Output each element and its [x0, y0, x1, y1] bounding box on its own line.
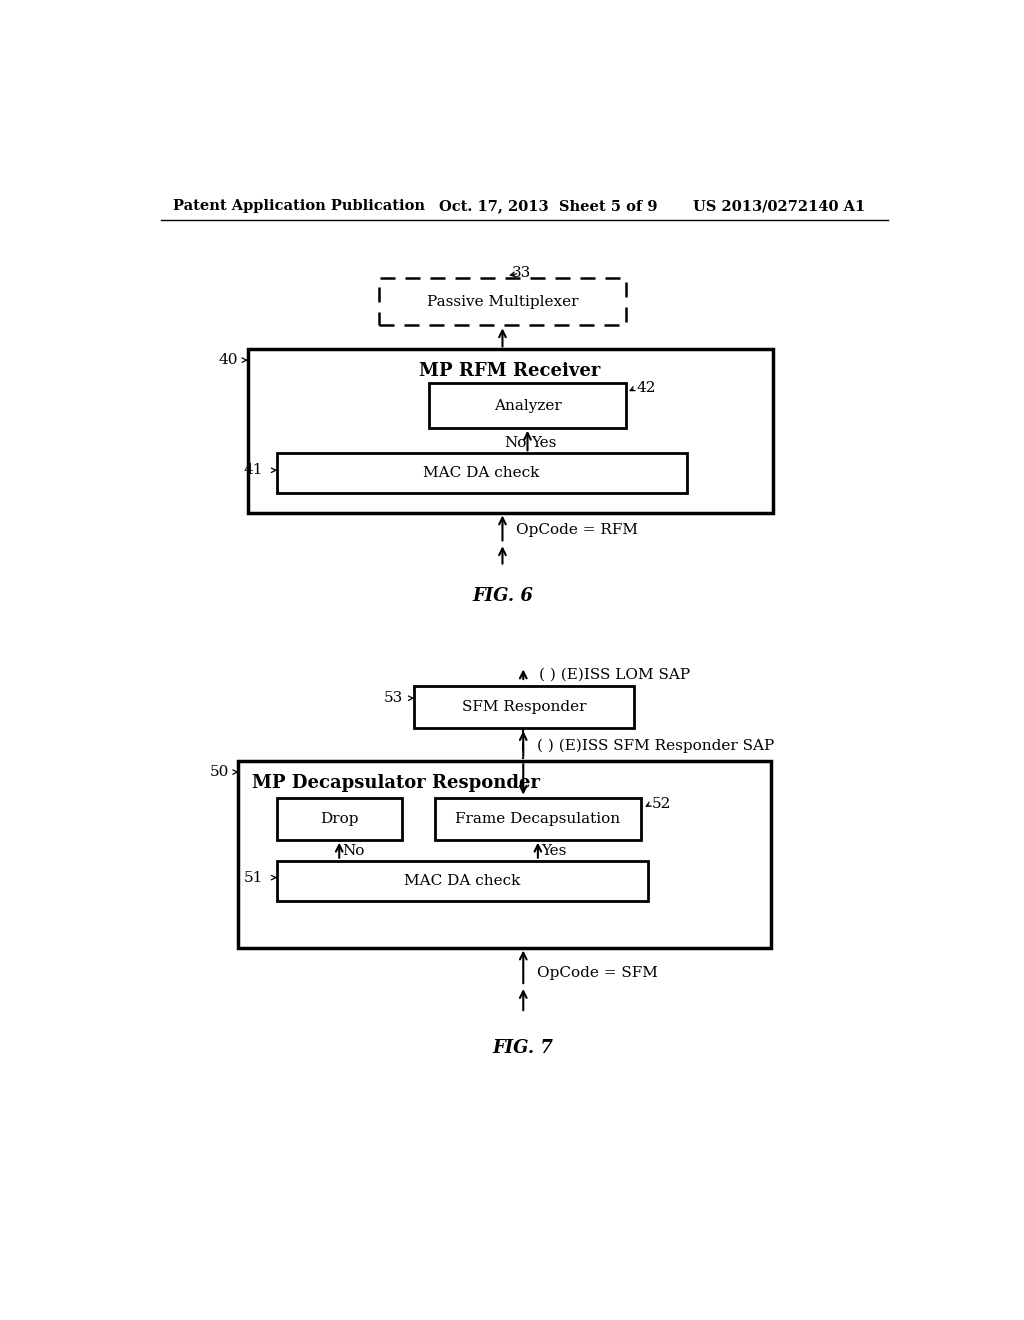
Text: Analyzer: Analyzer	[494, 399, 561, 413]
Text: OpCode = RFM: OpCode = RFM	[516, 523, 638, 537]
Text: 53: 53	[384, 692, 403, 705]
Bar	[414, 686, 634, 729]
Text: Yes: Yes	[541, 843, 566, 858]
Text: 42: 42	[637, 381, 656, 395]
Text: 33: 33	[512, 267, 531, 280]
Text: FIG. 6: FIG. 6	[472, 587, 532, 605]
Text: FIG. 7: FIG. 7	[493, 1039, 554, 1057]
Bar	[248, 350, 773, 512]
Text: 40: 40	[219, 354, 239, 367]
Bar	[379, 277, 627, 326]
Bar	[239, 762, 771, 948]
Text: MAC DA check: MAC DA check	[424, 466, 540, 480]
Text: No: No	[504, 436, 526, 450]
Bar	[435, 797, 641, 840]
Text: MP Decapsulator Responder: MP Decapsulator Responder	[252, 774, 541, 792]
Bar	[276, 453, 686, 494]
Bar	[276, 797, 401, 840]
Text: Patent Application Publication: Patent Application Publication	[173, 199, 425, 213]
Text: Drop: Drop	[319, 812, 358, 826]
Text: US 2013/0272140 A1: US 2013/0272140 A1	[692, 199, 865, 213]
Text: OpCode = SFM: OpCode = SFM	[538, 966, 658, 979]
Text: Frame Decapsulation: Frame Decapsulation	[456, 812, 621, 826]
Text: Oct. 17, 2013  Sheet 5 of 9: Oct. 17, 2013 Sheet 5 of 9	[438, 199, 657, 213]
Text: MP RFM Receiver: MP RFM Receiver	[420, 362, 601, 380]
Text: 41: 41	[244, 463, 263, 478]
Bar	[429, 383, 626, 428]
Text: MAC DA check: MAC DA check	[404, 874, 520, 887]
Text: 52: 52	[652, 797, 671, 810]
Text: ( ) (E)ISS SFM Responder SAP: ( ) (E)ISS SFM Responder SAP	[538, 739, 774, 754]
Text: Passive Multiplexer: Passive Multiplexer	[427, 294, 579, 309]
Text: ( ) (E)ISS LOM SAP: ( ) (E)ISS LOM SAP	[539, 668, 690, 681]
Text: No: No	[342, 843, 365, 858]
Text: 50: 50	[210, 766, 229, 779]
Text: Yes: Yes	[531, 436, 557, 450]
Bar	[276, 861, 648, 900]
Text: 51: 51	[244, 871, 263, 884]
Text: SFM Responder: SFM Responder	[462, 700, 587, 714]
